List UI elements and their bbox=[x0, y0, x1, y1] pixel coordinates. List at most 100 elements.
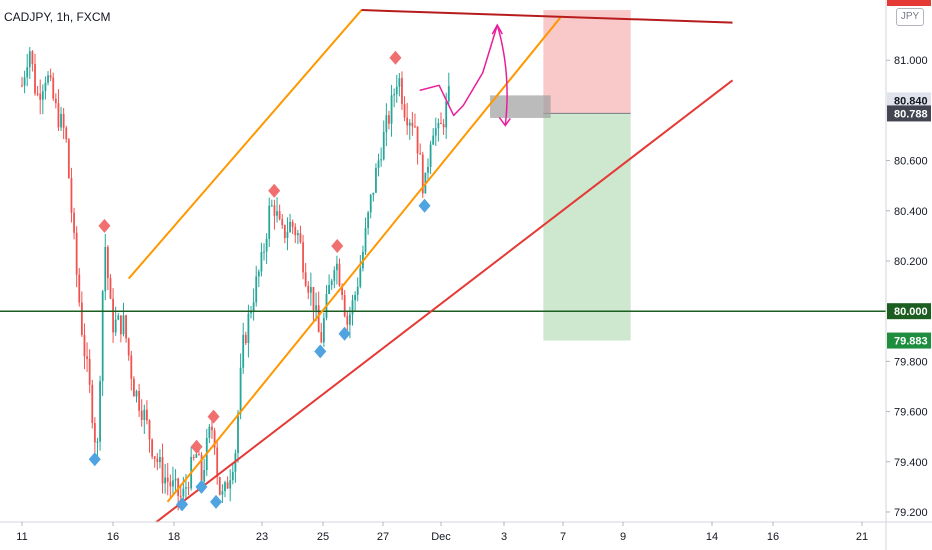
swing-high-marker bbox=[389, 50, 402, 65]
candle-body bbox=[148, 420, 151, 440]
candle-body bbox=[192, 456, 195, 458]
candle-body bbox=[401, 78, 403, 105]
swing-low-marker bbox=[314, 344, 327, 359]
x-tick-label: 23 bbox=[256, 531, 268, 543]
swing-low-marker bbox=[418, 198, 431, 213]
candle-body bbox=[73, 212, 75, 233]
candle-body bbox=[335, 263, 338, 271]
candle-body bbox=[218, 477, 221, 495]
candle-body bbox=[86, 356, 88, 359]
candle-body bbox=[80, 302, 83, 335]
candle-body bbox=[60, 113, 62, 128]
candle-body bbox=[185, 487, 187, 489]
candle-body bbox=[388, 115, 390, 124]
price-tag bbox=[887, 303, 931, 320]
candle-body bbox=[237, 413, 239, 454]
x-tick-label: 9 bbox=[620, 531, 626, 543]
candle-body bbox=[307, 285, 310, 293]
candle-body bbox=[44, 82, 47, 92]
candle-body bbox=[140, 410, 143, 420]
x-tick-label: 11 bbox=[16, 531, 27, 543]
candle-body bbox=[294, 226, 297, 236]
candle-body bbox=[242, 334, 245, 368]
candle-body bbox=[114, 319, 117, 333]
candles-layer bbox=[21, 46, 450, 511]
candle-body bbox=[138, 391, 141, 411]
candle-body bbox=[179, 495, 182, 497]
y-tick-label: 79.200 bbox=[894, 507, 928, 519]
markers-layer bbox=[88, 50, 431, 512]
candle-body bbox=[359, 268, 362, 287]
swing-high-marker bbox=[331, 238, 344, 253]
channel-lower-line bbox=[166, 16, 562, 503]
candle-body bbox=[133, 378, 135, 397]
price-axis-bg bbox=[886, 0, 932, 550]
candle-body bbox=[104, 246, 107, 292]
candle-body bbox=[414, 126, 416, 128]
candle-body bbox=[437, 123, 440, 129]
candle-body bbox=[99, 381, 101, 442]
projection-drop-path bbox=[496, 24, 508, 126]
x-tick-label: 14 bbox=[706, 531, 718, 543]
candle-body bbox=[289, 221, 291, 233]
candle-body bbox=[354, 294, 357, 301]
candle-body bbox=[130, 355, 133, 379]
candle-body bbox=[159, 457, 161, 463]
candle-body bbox=[434, 128, 437, 136]
y-tick-label: 80.200 bbox=[894, 256, 928, 268]
candle-body bbox=[67, 139, 70, 179]
x-tick-label: 3 bbox=[501, 531, 507, 543]
candle-body bbox=[224, 482, 226, 492]
swing-low-marker bbox=[338, 326, 351, 341]
price-tag-label: 80.840 bbox=[894, 95, 928, 107]
candle-body bbox=[296, 233, 299, 236]
x-tick-label: 16 bbox=[767, 531, 779, 543]
candle-body bbox=[182, 488, 185, 497]
swing-high-marker bbox=[98, 218, 111, 233]
candle-body bbox=[164, 477, 167, 484]
time-axis-bg bbox=[0, 522, 932, 550]
candle-body bbox=[390, 95, 393, 124]
candle-body bbox=[421, 154, 424, 194]
candle-body bbox=[169, 481, 172, 487]
candle-body bbox=[302, 242, 304, 273]
candle-body bbox=[427, 166, 429, 173]
ascending-support-line bbox=[142, 79, 734, 533]
take-profit-zone bbox=[543, 113, 631, 341]
candle-body bbox=[34, 63, 36, 94]
candle-body bbox=[273, 205, 276, 216]
candle-body bbox=[109, 278, 112, 299]
swing-low-marker bbox=[195, 479, 208, 494]
candle-body bbox=[153, 456, 156, 459]
candle-body bbox=[367, 212, 370, 228]
candle-body bbox=[398, 78, 401, 87]
x-tick-label: 27 bbox=[377, 531, 389, 543]
currency-badge[interactable]: JPY bbox=[896, 8, 924, 26]
candle-body bbox=[231, 471, 234, 481]
candle-body bbox=[411, 122, 414, 127]
candle-body bbox=[247, 313, 250, 344]
y-tick-label: 79.400 bbox=[894, 457, 928, 469]
candle-body bbox=[349, 314, 351, 325]
candle-body bbox=[156, 458, 159, 463]
candle-body bbox=[135, 391, 138, 397]
candle-body bbox=[265, 239, 268, 252]
candle-body bbox=[278, 211, 281, 220]
candle-body bbox=[419, 153, 422, 155]
candle-body bbox=[304, 272, 307, 286]
candle-body bbox=[78, 274, 81, 303]
candle-body bbox=[101, 291, 104, 382]
swing-low-marker bbox=[210, 494, 222, 509]
candle-body bbox=[21, 85, 23, 87]
candle-body bbox=[299, 233, 302, 243]
candle-body bbox=[382, 132, 385, 160]
candle-body bbox=[369, 194, 372, 213]
candle-body bbox=[200, 454, 203, 482]
resistance-line bbox=[361, 9, 733, 24]
candle-body bbox=[239, 367, 242, 414]
zones-layer bbox=[490, 10, 631, 341]
entry-zone-box bbox=[490, 95, 551, 118]
x-tick-label: 18 bbox=[168, 531, 180, 543]
candle-body bbox=[83, 334, 86, 357]
